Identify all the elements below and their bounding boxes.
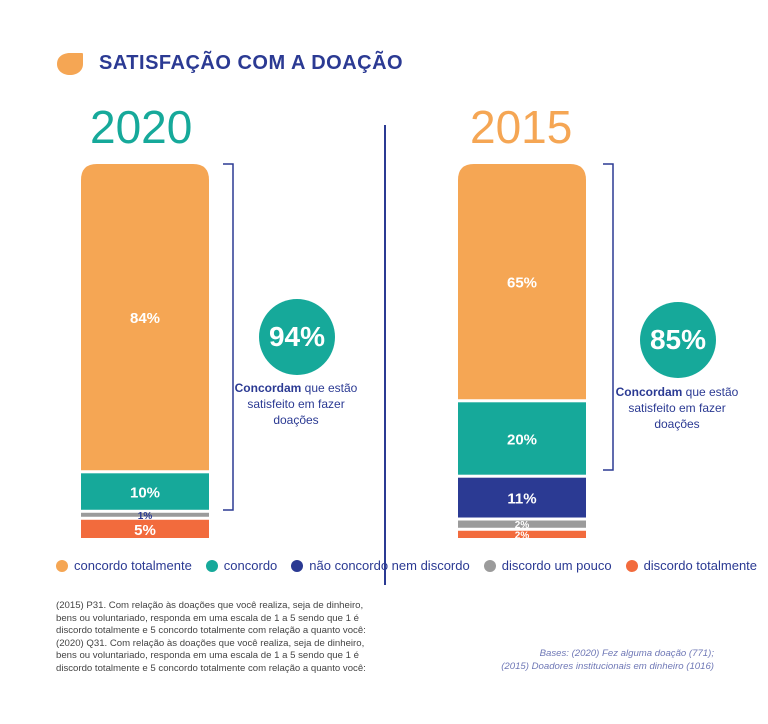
bracket-2020: [223, 163, 234, 511]
legend-item: concordo: [205, 558, 278, 573]
note-line: bens ou voluntariado, responda em uma es…: [56, 650, 359, 661]
bar-label-2015-3: 11%: [507, 491, 536, 508]
legend-item: discordo totalmente: [625, 558, 758, 573]
bar-segment-2015-1: [458, 164, 586, 400]
legend-dot: [625, 559, 638, 572]
legend-dot: [205, 559, 218, 572]
title-bullet-icon: [57, 53, 83, 75]
center-divider: [384, 125, 386, 585]
bar-label-2020-2: 10%: [130, 485, 160, 502]
bar-label-2015-4: 2%: [515, 520, 530, 531]
bar-label-2020-3: 1%: [138, 511, 153, 522]
bases-note: Bases: (2020) Fez alguma doação (771); (…: [420, 648, 714, 673]
bar-segment-2020-3: [81, 512, 209, 517]
legend-dot: [483, 559, 496, 572]
year-2020-title: 2020: [90, 101, 193, 153]
chart-title: SATISFAÇÃO COM A DOAÇÃO: [99, 52, 404, 74]
question-note: (2015) P31. Com relação às doações que v…: [56, 600, 396, 675]
legend-label: não concordo nem discordo: [309, 558, 470, 573]
legend-label: discordo um pouco: [501, 558, 612, 573]
caption-bold: Concordam: [615, 385, 683, 399]
bar-label-2015-5: 2%: [515, 530, 530, 541]
legend-item: discordo um pouco: [483, 558, 612, 573]
summary-bubble-2020: 94%: [259, 299, 335, 375]
legend-item: não concordo nem discordo: [291, 558, 470, 573]
caption-text: que estão satisfeito em fazer doações: [628, 385, 739, 431]
bar-segment-2015-4: [458, 520, 586, 528]
bar-label-2015-1: 65%: [507, 275, 537, 292]
bases-line: (2015) Doadores institucionais em dinhei…: [501, 660, 714, 672]
bar-segment-2020-1: [81, 164, 209, 471]
legend: concordo totalmente concordo não concord…: [56, 558, 768, 573]
legend-label: concordo totalmente: [74, 558, 192, 573]
bases-line: Bases: (2020) Fez alguma doação (771);: [539, 648, 714, 659]
note-line: (2020) Q31. Com relação às doações que v…: [56, 637, 365, 649]
note-line: (2015) P31. Com relação às doações que v…: [56, 600, 364, 611]
caption-text: que estão satisfeito em fazer doações: [247, 381, 358, 427]
note-line: discordo totalmente e 5 concordo totalme…: [56, 625, 366, 636]
bar-segment-2015-3: [458, 477, 586, 518]
caption-bold: Concordam: [234, 381, 302, 395]
summary-caption-2015: Concordam que estão satisfeito em fazer …: [607, 384, 747, 432]
bar-segment-2020-4: [81, 519, 209, 538]
bar-segment-2015-2: [458, 402, 586, 475]
legend-dot: [291, 559, 304, 572]
summary-caption-2020: Concordam que estão satisfeito em fazer …: [226, 380, 366, 428]
legend-label: concordo: [223, 558, 278, 573]
legend-label: discordo totalmente: [643, 558, 758, 573]
bar-label-2020-4: 5%: [134, 522, 156, 539]
year-2015-title: 2015: [470, 101, 573, 153]
bar-segment-2020-2: [81, 473, 209, 510]
note-line: bens ou voluntariado, responda em uma es…: [56, 612, 359, 624]
bar-label-2020-1: 84%: [130, 310, 160, 327]
bracket-2015: [603, 163, 614, 471]
note-line: discordo totalmente e 5 concordo totalme…: [56, 662, 366, 674]
legend-dot: [56, 559, 68, 572]
legend-item: concordo totalmente: [56, 558, 192, 573]
summary-bubble-2015: 85%: [640, 302, 716, 378]
bar-label-2015-2: 20%: [507, 432, 537, 449]
bar-segment-2015-5: [458, 530, 586, 538]
